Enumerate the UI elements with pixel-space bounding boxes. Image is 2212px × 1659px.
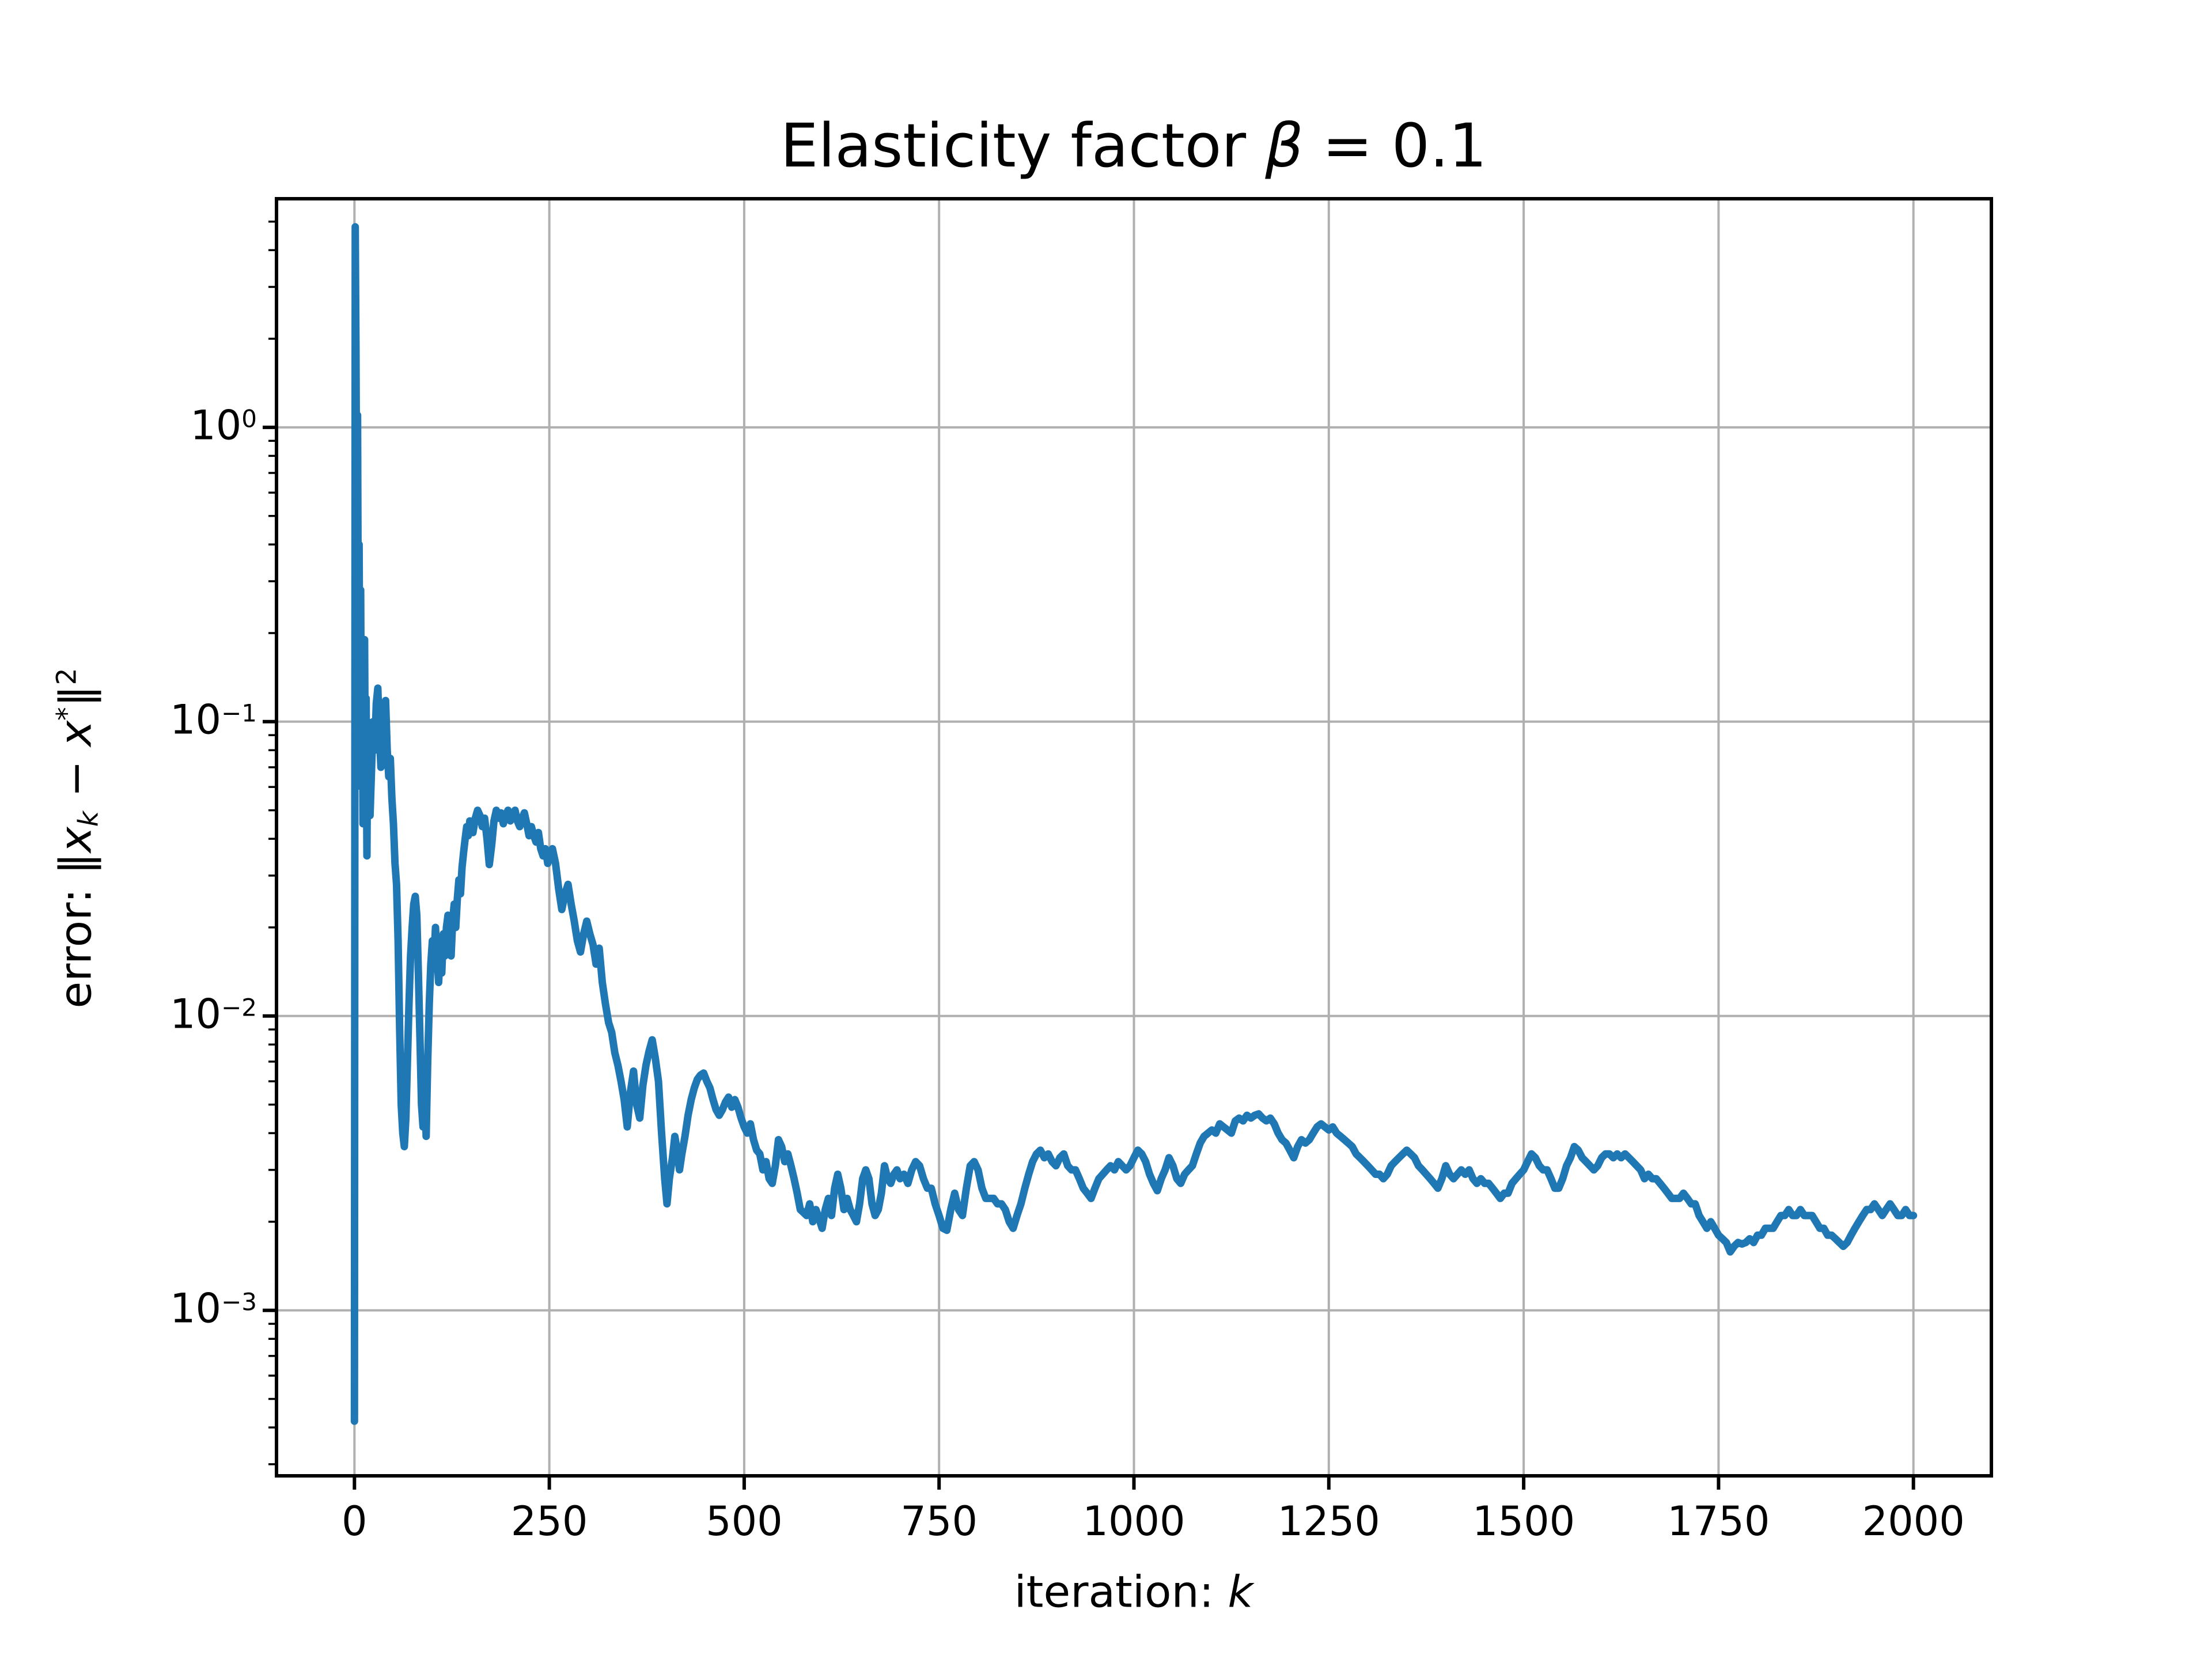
x-variable: x <box>50 827 101 853</box>
axis-ticks <box>263 220 1915 1490</box>
grid-lines <box>276 199 1991 1476</box>
title-beta-symbol: β <box>1265 111 1304 181</box>
y-tick-label: 10−3 <box>170 1285 257 1332</box>
x-tick-label: 0 <box>342 1498 368 1545</box>
title-text: Elasticity factor <box>780 111 1266 181</box>
y-tick-label: 100 <box>190 402 257 449</box>
y-axis-label-text: error: <box>50 874 101 1009</box>
y-tick-label: 10−1 <box>170 696 257 744</box>
x-tick-label: 750 <box>900 1498 978 1545</box>
error-curve <box>350 223 1918 1425</box>
minus-sign: − <box>50 746 101 811</box>
x-tick-label: 1500 <box>1472 1498 1575 1545</box>
y-tick-label: 10−2 <box>170 990 257 1038</box>
error-line-series <box>350 223 1918 1425</box>
x-axis-label-text: iteration: <box>1014 1566 1228 1618</box>
chart-title: Elasticity factor β = 0.1 <box>781 111 1487 181</box>
subscript-k: k <box>73 810 105 827</box>
x-tick-label: 1250 <box>1277 1498 1380 1545</box>
x-tick-label: 1000 <box>1082 1498 1185 1545</box>
x-tick-label: 500 <box>706 1498 783 1545</box>
x-tick-label: 250 <box>510 1498 588 1545</box>
x-axis-label: iteration: k <box>1014 1566 1253 1618</box>
x-axis-label-variable: k <box>1228 1566 1253 1618</box>
superscript-2: 2 <box>51 668 83 685</box>
x-tick-label: 1750 <box>1667 1498 1770 1545</box>
title-value: = 0.1 <box>1303 111 1487 181</box>
x-tick-label: 2000 <box>1862 1498 1965 1545</box>
norm-open-symbol: ‖ <box>50 853 101 875</box>
